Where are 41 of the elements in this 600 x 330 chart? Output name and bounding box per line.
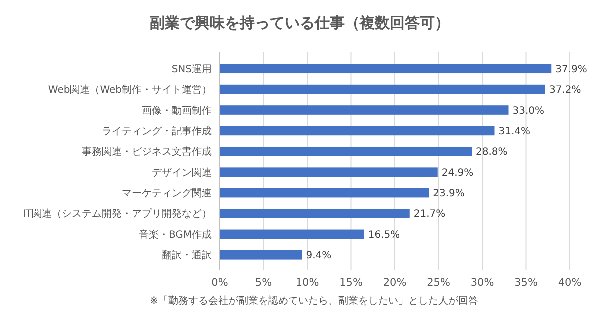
data-label: 31.4% bbox=[498, 126, 531, 138]
data-label: 33.0% bbox=[512, 106, 545, 117]
x-tick-label: 15% bbox=[340, 277, 363, 289]
y-tick-label: Web関連（Web制作・サイト運営） bbox=[48, 84, 212, 96]
x-tick-label: 25% bbox=[427, 277, 450, 289]
y-tick-label: SNS運用 bbox=[172, 63, 212, 76]
bar bbox=[220, 168, 438, 178]
y-tick-label: 音楽・BGM作成 bbox=[138, 228, 212, 241]
x-tick-label: 35% bbox=[514, 277, 538, 289]
bar bbox=[220, 230, 364, 240]
data-label: 21.7% bbox=[414, 209, 446, 220]
bar bbox=[220, 64, 552, 74]
bar bbox=[220, 84, 546, 94]
bar bbox=[220, 126, 495, 136]
y-tick-label: デザイン関連 bbox=[152, 166, 212, 179]
y-tick-label: 翻訳・通訳 bbox=[162, 250, 212, 262]
bar bbox=[220, 188, 430, 198]
data-label: 37.9% bbox=[556, 64, 588, 76]
x-tick-label: 0% bbox=[212, 277, 228, 289]
y-tick-label: マーケティング関連 bbox=[122, 188, 212, 200]
bar bbox=[220, 106, 509, 115]
data-label: 23.9% bbox=[433, 188, 465, 200]
x-tick-label: 20% bbox=[383, 277, 407, 289]
data-label: 28.8% bbox=[476, 147, 508, 158]
data-label: 16.5% bbox=[368, 230, 400, 241]
x-tick-label: 10% bbox=[296, 277, 320, 289]
text: ※「勤務する会社が副業を認めていたら、副業をしたい」とした人が回答 bbox=[150, 295, 478, 307]
bar bbox=[220, 146, 472, 156]
x-tick-label: 5% bbox=[255, 277, 272, 289]
chart-title: 副業で興味を持っている仕事（複数回答可） bbox=[150, 14, 450, 32]
data-label: 37.2% bbox=[550, 85, 582, 96]
data-label: 9.4% bbox=[306, 250, 332, 262]
x-tick-label: 40% bbox=[558, 277, 582, 289]
y-tick-label: 画像・動画制作 bbox=[142, 104, 212, 117]
data-label: 24.9% bbox=[442, 168, 474, 179]
bar bbox=[220, 209, 410, 218]
x-tick-label: 30% bbox=[470, 277, 494, 289]
y-tick-label: ライティング・記事作成 bbox=[102, 125, 212, 138]
bar bbox=[220, 250, 302, 260]
y-tick-label: IT関連（システム開発・アプリ開発など） bbox=[22, 208, 212, 220]
y-tick-label: 事務関連・ビジネス文書作成 bbox=[82, 146, 212, 158]
